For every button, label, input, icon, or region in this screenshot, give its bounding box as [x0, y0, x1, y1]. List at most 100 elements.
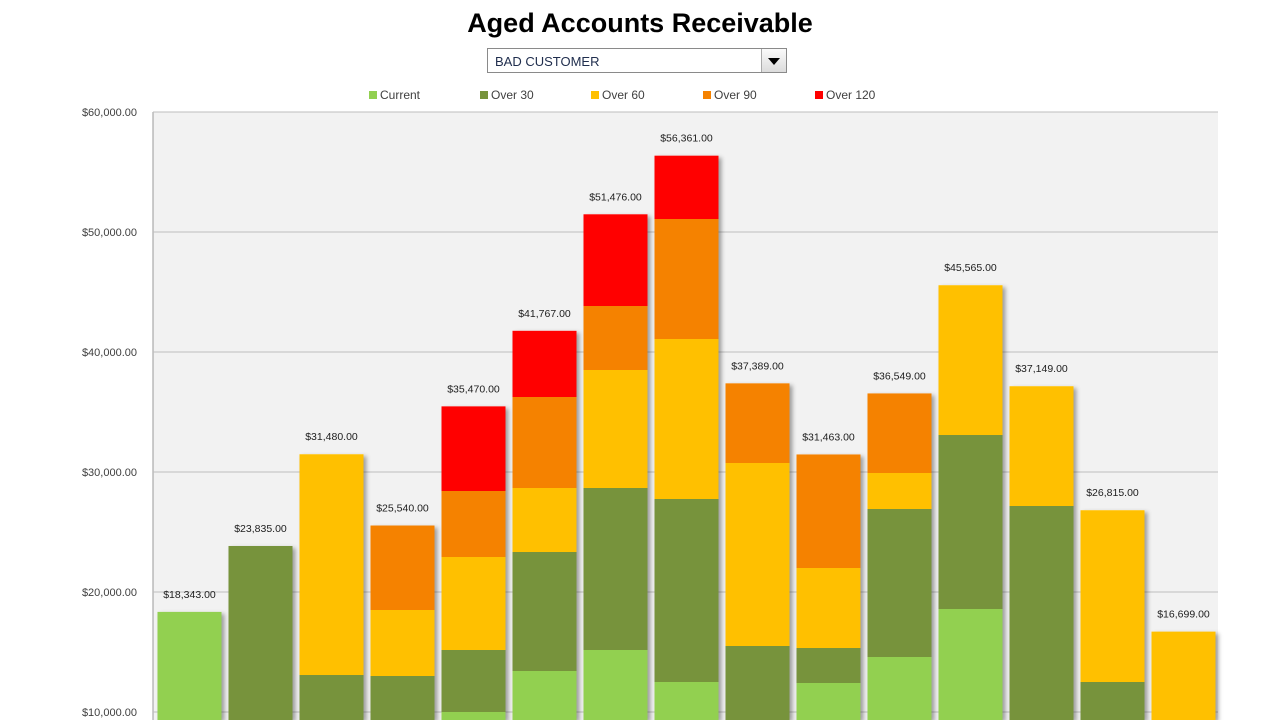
bar-stack — [1080, 510, 1145, 720]
bar-segment-over-90 — [796, 454, 861, 568]
bar-segment-over-90 — [654, 219, 719, 340]
data-label: $31,463.00 — [802, 431, 855, 443]
legend-swatch — [591, 91, 599, 99]
legend-item: Over 60 — [591, 88, 645, 102]
bar-segment-over-90 — [583, 306, 648, 370]
customer-dropdown-value: BAD CUSTOMER — [495, 54, 600, 69]
bar-segment-over-60 — [725, 463, 790, 646]
bar-segment-over-60 — [1009, 386, 1074, 506]
data-label: $45,565.00 — [944, 262, 997, 274]
legend-label: Current — [380, 88, 421, 102]
bar-segment-over-90 — [370, 525, 435, 610]
legend-item: Over 30 — [480, 88, 534, 102]
bar-stack — [512, 330, 577, 720]
bar-segment-over-30 — [228, 545, 293, 720]
bar-stack — [654, 155, 719, 720]
data-label: $35,470.00 — [447, 383, 500, 395]
customer-dropdown[interactable]: BAD CUSTOMER — [487, 48, 787, 73]
bar-segment-over-60 — [1151, 631, 1216, 720]
legend-label: Over 60 — [602, 88, 645, 102]
bar-segment-over-120 — [441, 406, 506, 491]
bar-segment-over-60 — [441, 556, 506, 650]
y-tick-label: $20,000.00 — [82, 587, 137, 599]
legend-label: Over 90 — [714, 88, 757, 102]
bar-stack — [441, 406, 506, 720]
bar-segment-current — [441, 712, 506, 720]
data-label: $16,699.00 — [1157, 609, 1210, 621]
legend-swatch — [480, 91, 488, 99]
bar-segment-over-30 — [370, 676, 435, 720]
bar-segment-current — [796, 682, 861, 720]
bar-segment-current — [938, 609, 1003, 720]
bar-segment-over-60 — [938, 285, 1003, 436]
bar-segment-current — [157, 611, 222, 720]
data-label: $18,343.00 — [163, 589, 216, 601]
y-tick-label: $50,000.00 — [82, 227, 137, 239]
bar-stack — [867, 393, 932, 720]
y-tick-label: $10,000.00 — [82, 707, 137, 719]
bar-segment-over-60 — [796, 568, 861, 649]
bar-segment-current — [867, 657, 932, 720]
bar-segment-over-60 — [867, 472, 932, 509]
bar-segment-over-60 — [1080, 510, 1145, 682]
legend-item: Current — [369, 88, 420, 102]
bar-segment-over-30 — [441, 649, 506, 712]
bar-segment-over-60 — [512, 487, 577, 553]
bar-segment-over-30 — [1009, 505, 1074, 720]
y-tick-label: $40,000.00 — [82, 347, 137, 359]
bar-segment-over-30 — [583, 487, 648, 650]
bar-segment-over-30 — [725, 646, 790, 720]
bar-stack — [1009, 386, 1074, 720]
bar-stack — [725, 383, 790, 720]
legend-swatch — [703, 91, 711, 99]
chevron-down-icon[interactable] — [761, 49, 786, 72]
bar-segment-over-30 — [1080, 682, 1145, 720]
bar-segment-over-120 — [583, 214, 648, 307]
data-label: $25,540.00 — [376, 503, 429, 515]
bar-stack — [157, 611, 222, 720]
legend-swatch — [369, 91, 377, 99]
data-label: $56,361.00 — [660, 133, 713, 145]
bar-segment-over-30 — [796, 648, 861, 683]
bar-stack — [1151, 631, 1216, 720]
data-label: $51,476.00 — [589, 191, 642, 203]
legend-swatch — [815, 91, 823, 99]
y-tick-label: $60,000.00 — [82, 107, 137, 119]
bar-segment-over-90 — [725, 383, 790, 463]
bar-segment-over-120 — [654, 155, 719, 220]
bar-segment-current — [583, 649, 648, 720]
bar-segment-over-30 — [938, 435, 1003, 610]
data-label: $23,835.00 — [234, 523, 287, 535]
legend-item: Over 120 — [815, 88, 875, 102]
bar-segment-current — [512, 670, 577, 720]
bar-stack — [938, 285, 1003, 720]
data-label: $41,767.00 — [518, 308, 571, 320]
chart-title: Aged Accounts Receivable — [467, 8, 813, 38]
data-label: $36,549.00 — [873, 370, 926, 382]
legend-item: Over 90 — [703, 88, 757, 102]
data-label: $26,815.00 — [1086, 487, 1139, 499]
bar-segment-over-30 — [299, 675, 364, 720]
bar-segment-over-90 — [441, 490, 506, 557]
legend-label: Over 30 — [491, 88, 534, 102]
bar-segment-over-90 — [512, 397, 577, 488]
bar-stack — [370, 525, 435, 720]
data-label: $37,149.00 — [1015, 363, 1068, 375]
data-label: $37,389.00 — [731, 360, 784, 372]
y-tick-label: $30,000.00 — [82, 467, 137, 479]
bar-segment-over-60 — [654, 339, 719, 499]
bar-segment-over-60 — [370, 610, 435, 676]
legend-label: Over 120 — [826, 88, 876, 102]
bar-segment-over-60 — [583, 370, 648, 488]
bar-stack — [228, 545, 293, 720]
bar-segment-over-30 — [867, 508, 932, 658]
bar-segment-over-60 — [299, 454, 364, 676]
bar-segment-current — [654, 682, 719, 720]
bar-segment-over-120 — [512, 330, 577, 397]
bar-stack — [299, 454, 364, 720]
data-label: $31,480.00 — [305, 431, 358, 443]
bar-segment-over-90 — [867, 393, 932, 473]
bar-segment-over-30 — [654, 499, 719, 682]
